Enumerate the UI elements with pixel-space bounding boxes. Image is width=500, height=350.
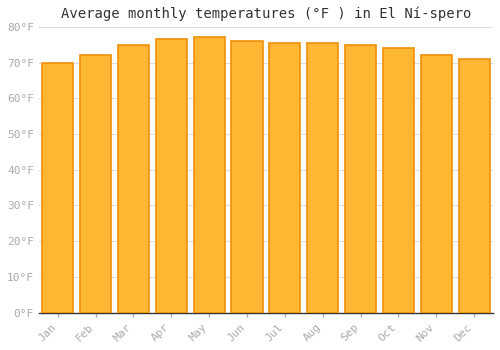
Bar [232, 41, 262, 313]
Bar [270, 43, 300, 313]
Bar [383, 48, 414, 313]
Title: Average monthly temperatures (°F ) in El Ní-spero: Average monthly temperatures (°F ) in El… [60, 7, 471, 21]
Bar [118, 45, 149, 313]
Bar [345, 45, 376, 313]
Bar [194, 37, 224, 313]
Bar [80, 55, 111, 313]
Bar [458, 59, 490, 313]
Bar [42, 63, 74, 313]
Bar [156, 39, 187, 313]
Bar [307, 43, 338, 313]
Bar [421, 55, 452, 313]
